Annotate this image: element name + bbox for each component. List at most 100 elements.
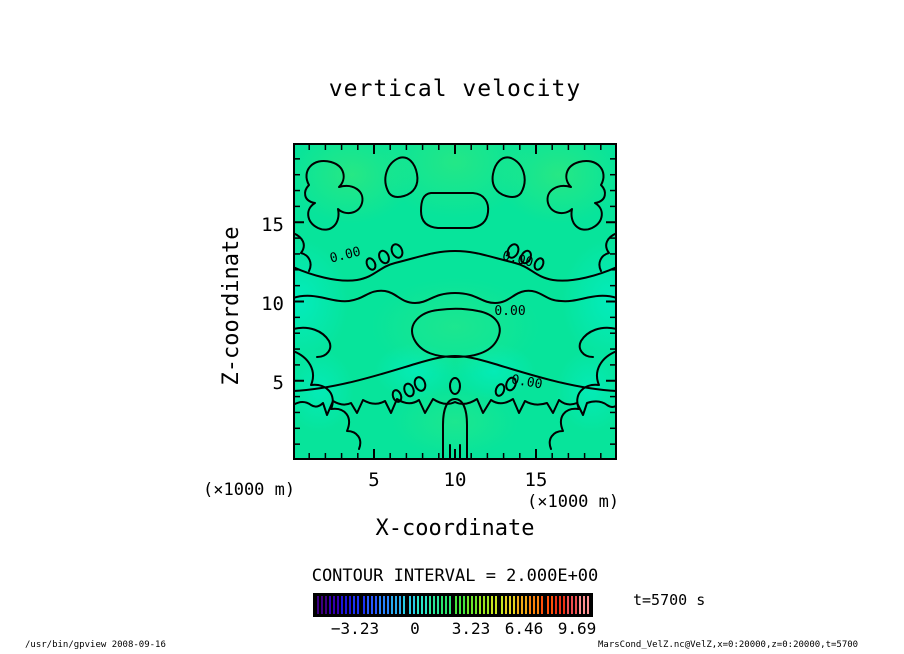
colorbar-stripe: [425, 596, 427, 614]
x-axis-label: X-coordinate: [375, 516, 535, 541]
colorbar-stripe: [391, 596, 393, 614]
colorbar-group: [547, 596, 589, 614]
colorbar-stripe: [345, 596, 347, 614]
colorbar-stripe: [383, 596, 385, 614]
colorbar-stripe: [479, 596, 481, 614]
contour-label-4: 0.00: [510, 372, 543, 392]
colorbar-stripe: [509, 596, 511, 614]
colorbar-tick-label: 6.46: [504, 619, 544, 638]
colorbar-stripe: [337, 596, 339, 614]
colorbar-stripe: [329, 596, 331, 614]
colorbar-tick-label: 0: [410, 619, 420, 638]
colorbar-stripe: [333, 596, 335, 614]
plot-frame: [293, 143, 617, 460]
contour-label-1: 0.00: [328, 244, 362, 266]
colorbar-stripe: [353, 596, 355, 614]
y-tick-label-5: 5: [272, 372, 284, 394]
colorbar-tick-label: −3.23: [330, 619, 380, 638]
colorbar-stripe: [321, 596, 323, 614]
colorbar-stripe: [475, 596, 477, 614]
colorbar-stripe: [417, 596, 419, 614]
colorbar-group: [455, 596, 497, 614]
y-axis-unit-label: (×1000 m): [203, 480, 296, 500]
contour-interval-text: CONTOUR INTERVAL = 2.000E+00: [311, 566, 599, 586]
colorbar-stripe: [403, 596, 405, 614]
colorbar-stripe: [341, 596, 343, 614]
contour-label-2: 0.00: [501, 248, 535, 270]
colorbar-stripe: [325, 596, 327, 614]
colorbar-stripe: [533, 596, 535, 614]
colorbar-stripe: [583, 596, 585, 614]
colorbar-stripe: [317, 596, 319, 614]
dataset-label-text: MarsCond_VelZ.nc@VelZ,x=0:20000,z=0:2000…: [598, 640, 859, 650]
colorbar-stripe: [463, 596, 465, 614]
x-tick-label-5: 5: [368, 469, 380, 491]
colorbar-stripe: [349, 596, 351, 614]
colorbar-stripe: [379, 596, 381, 614]
colorbar-stripe: [375, 596, 377, 614]
plot-area: 0.00 0.00 0.00 0.00: [293, 143, 617, 460]
colorbar-stripe: [413, 596, 415, 614]
y-axis-label: Z-coordinate: [219, 226, 244, 386]
colorbar-tick-labels: −3.23 0 3.23 6.46 9.69: [313, 619, 596, 639]
colorbar-stripe: [555, 596, 557, 614]
colorbar-stripe: [459, 596, 461, 614]
command-path-text: /usr/bin/gpview 2008-09-16: [25, 640, 166, 650]
colorbar-stripe: [455, 596, 457, 614]
colorbar-stripe: [541, 596, 543, 614]
time-label: t=5700 s: [633, 591, 706, 609]
colorbar-stripe: [567, 596, 569, 614]
colorbar-stripe: [491, 596, 493, 614]
axis-ticks: [295, 145, 615, 458]
colorbar-stripe: [529, 596, 531, 614]
colorbar-tick-label: 9.69: [557, 619, 597, 638]
colorbar-group: [317, 596, 359, 614]
colorbar-stripe: [513, 596, 515, 614]
colorbar-stripe: [387, 596, 389, 614]
y-tick-label-10: 10: [261, 293, 284, 315]
colorbar-stripe: [521, 596, 523, 614]
contour-overlay: 0.00 0.00 0.00 0.00: [293, 143, 617, 460]
colorbar-stripe: [471, 596, 473, 614]
colorbar-stripe: [467, 596, 469, 614]
colorbar-stripe: [483, 596, 485, 614]
colorbar-stripe: [505, 596, 507, 614]
colorbar-stripe: [421, 596, 423, 614]
colorbar-tick-label: 3.23: [451, 619, 491, 638]
colorbar-stripe: [363, 596, 365, 614]
colorbar-stripe: [429, 596, 431, 614]
y-tick-label-15: 15: [261, 214, 284, 236]
colorbar-stripe: [409, 596, 411, 614]
colorbar-stripe: [433, 596, 435, 614]
colorbar-stripe: [571, 596, 573, 614]
colorbar-stripe: [551, 596, 553, 614]
x-tick-label-15: 15: [524, 469, 548, 491]
colorbar-stripe: [559, 596, 561, 614]
colorbar-group: [409, 596, 451, 614]
contour-label-3: 0.00: [494, 304, 525, 319]
colorbar-stripe: [563, 596, 565, 614]
colorbar-stripe: [395, 596, 397, 614]
colorbar-stripe: [495, 596, 497, 614]
colorbar-stripe: [437, 596, 439, 614]
colorbar-stripe: [575, 596, 577, 614]
colorbar-stripe: [547, 596, 549, 614]
page-title: vertical velocity: [328, 76, 582, 102]
contour-lines: [293, 156, 617, 460]
colorbar-stripe: [537, 596, 539, 614]
colorbar-stripe: [399, 596, 401, 614]
colorbar-stripe: [525, 596, 527, 614]
colorbar-stripe: [487, 596, 489, 614]
x-tick-label-10: 10: [443, 469, 467, 491]
colorbar-stripe: [517, 596, 519, 614]
colorbar-stripe: [449, 596, 451, 614]
colorbar: [313, 593, 593, 617]
x-axis-unit-label: (×1000 m): [527, 492, 620, 512]
colorbar-stripe: [357, 596, 359, 614]
colorbar-stripe: [441, 596, 443, 614]
colorbar-stripe: [501, 596, 503, 614]
colorbar-stripe: [587, 596, 589, 614]
colorbar-stripe: [371, 596, 373, 614]
colorbar-stripe: [367, 596, 369, 614]
